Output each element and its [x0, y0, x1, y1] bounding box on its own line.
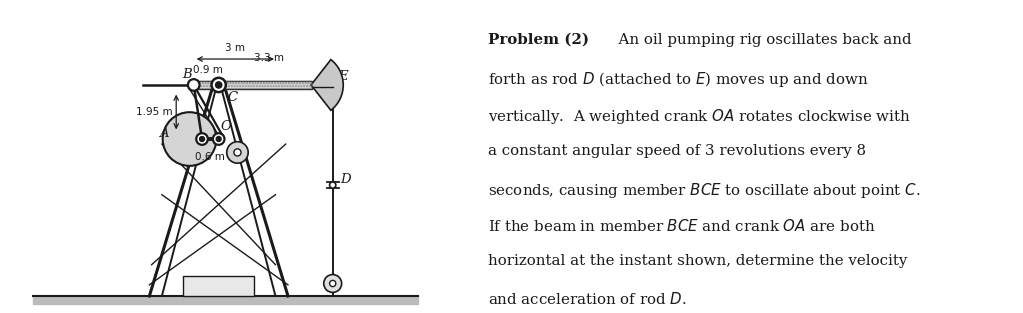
Text: E: E — [338, 69, 348, 83]
Text: 1.95 m: 1.95 m — [136, 107, 173, 117]
Text: B: B — [182, 68, 192, 81]
Wedge shape — [311, 59, 344, 110]
Text: 0.6 m: 0.6 m — [195, 152, 225, 162]
Text: D: D — [341, 173, 351, 186]
Circle shape — [329, 280, 336, 287]
Bar — [191, 81, 312, 89]
Text: and acceleration of rod $D$.: and acceleration of rod $D$. — [488, 291, 686, 307]
Circle shape — [216, 136, 221, 141]
Circle shape — [188, 79, 199, 91]
Circle shape — [234, 149, 241, 156]
Circle shape — [212, 78, 226, 92]
Text: 3.3 m: 3.3 m — [254, 54, 284, 64]
Text: A: A — [160, 127, 169, 140]
Text: An oil pumping rig oscillates back and: An oil pumping rig oscillates back and — [610, 33, 911, 47]
Text: If the beam in member $BCE$ and crank $OA$ are both: If the beam in member $BCE$ and crank $O… — [488, 218, 876, 233]
Text: C: C — [227, 90, 237, 104]
Circle shape — [227, 142, 249, 163]
Text: seconds, causing member $BCE$ to oscillate about point $C$.: seconds, causing member $BCE$ to oscilla… — [488, 181, 921, 200]
Text: horizontal at the instant shown, determine the velocity: horizontal at the instant shown, determi… — [488, 254, 907, 269]
Text: a constant angular speed of 3 revolutions every 8: a constant angular speed of 3 revolution… — [488, 144, 865, 158]
Text: Problem (2): Problem (2) — [488, 33, 589, 47]
Circle shape — [329, 182, 336, 188]
Circle shape — [163, 112, 216, 166]
Circle shape — [323, 275, 342, 292]
Text: forth as rod $D$ (attached to $E$) moves up and down: forth as rod $D$ (attached to $E$) moves… — [488, 70, 869, 89]
Circle shape — [199, 136, 205, 141]
Circle shape — [196, 133, 208, 145]
Bar — [191, 81, 312, 89]
Text: 0.9 m: 0.9 m — [193, 65, 223, 75]
Text: vertically.  A weighted crank $OA$ rotates clockwise with: vertically. A weighted crank $OA$ rotate… — [488, 107, 910, 126]
Text: 3 m: 3 m — [225, 43, 246, 53]
Text: O: O — [221, 120, 232, 133]
Circle shape — [213, 133, 224, 145]
Circle shape — [216, 82, 222, 88]
